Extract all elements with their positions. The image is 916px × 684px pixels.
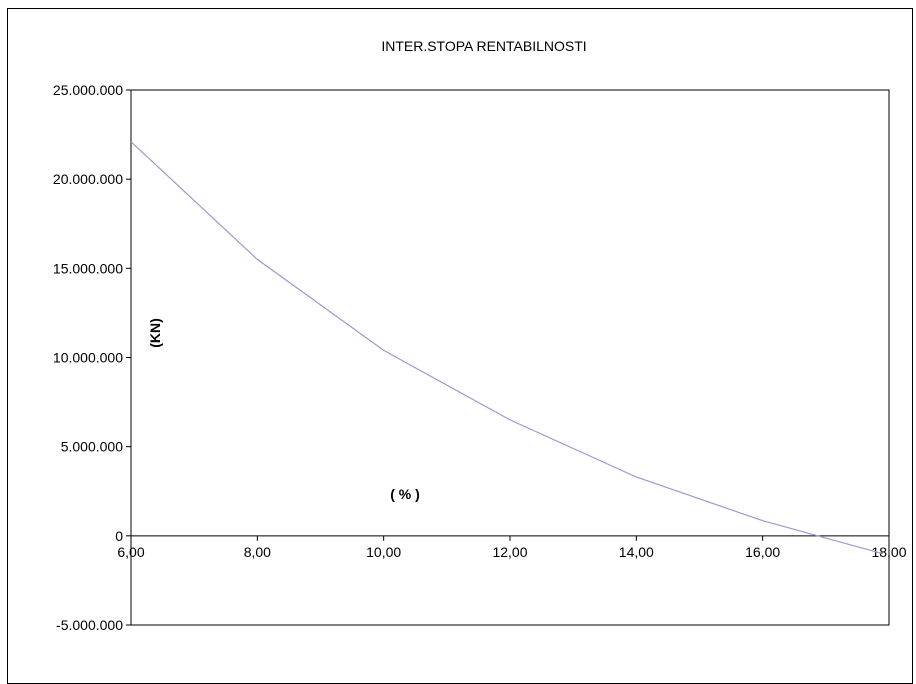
x-tick-label: 8,00	[244, 544, 271, 560]
y-tick-label: 0	[115, 528, 123, 544]
x-tick-label: 16,00	[745, 544, 780, 560]
x-tick-label: 14,00	[619, 544, 654, 560]
y-axis-label: (KN)	[147, 318, 163, 348]
x-tick-label: 12,00	[492, 544, 527, 560]
y-tick-label: 25.000.000	[53, 82, 123, 98]
x-tick-label: 10,00	[366, 544, 401, 560]
chart-frame: INTER.STOPA RENTABILNOSTI -5.000.000 0 5.0…	[7, 8, 913, 684]
line-chart: INTER.STOPA RENTABILNOSTI -5.000.000 0 5.0…	[8, 9, 912, 683]
x-tick-label: 6,00	[117, 544, 144, 560]
y-tick-label: 15.000.000	[53, 260, 123, 276]
y-tick-label: 10.000.000	[53, 350, 123, 366]
y-tick-label: 20.000.000	[53, 171, 123, 187]
y-tick-label: 5.000.000	[61, 439, 123, 455]
x-axis-label: ( % )	[390, 486, 420, 502]
chart-title: INTER.STOPA RENTABILNOSTI	[381, 38, 586, 54]
y-tick-label: -5.000.000	[56, 617, 123, 633]
series-line	[131, 142, 883, 554]
